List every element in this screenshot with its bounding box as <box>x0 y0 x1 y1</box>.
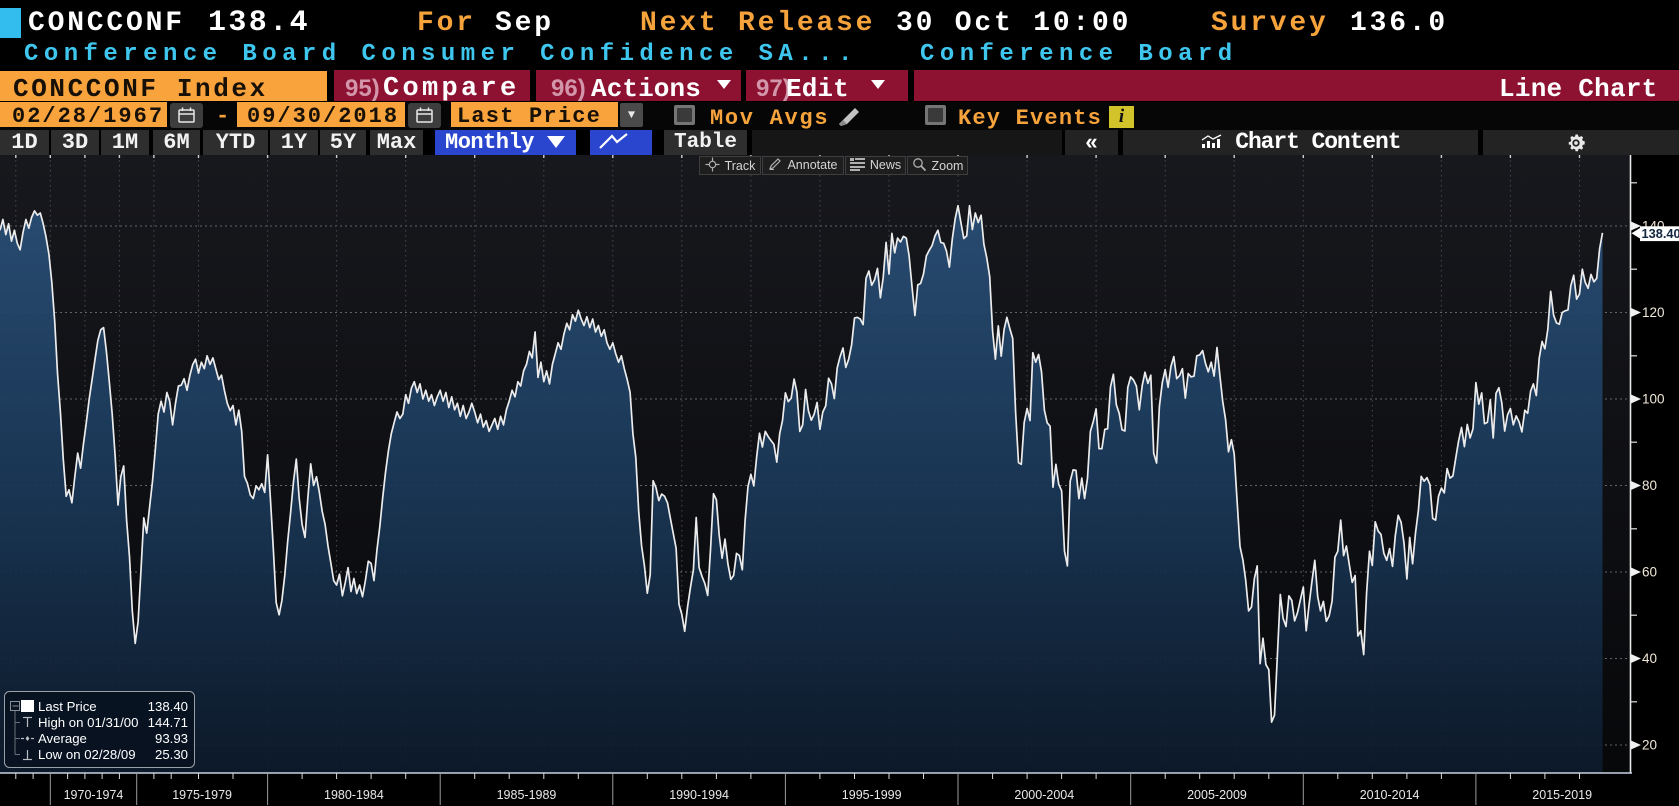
svg-text:Low on 02/28/09: Low on 02/28/09 <box>38 747 136 762</box>
svg-text:2010-2014: 2010-2014 <box>1360 788 1420 802</box>
svg-text:1980-1984: 1980-1984 <box>324 788 384 802</box>
svg-text:93.93: 93.93 <box>155 731 188 746</box>
svg-text:2005-2009: 2005-2009 <box>1187 788 1247 802</box>
svg-text:20: 20 <box>1642 738 1657 753</box>
svg-text:60: 60 <box>1642 565 1657 580</box>
svg-text:2015-2019: 2015-2019 <box>1532 788 1592 802</box>
svg-text:120: 120 <box>1642 305 1665 320</box>
svg-text:100: 100 <box>1642 392 1665 407</box>
svg-text:40: 40 <box>1642 651 1657 666</box>
svg-text:Average: Average <box>38 731 87 746</box>
svg-text:138.40: 138.40 <box>1642 226 1679 241</box>
svg-text:144.71: 144.71 <box>148 715 188 730</box>
svg-text:Last Price: Last Price <box>38 699 97 714</box>
svg-text:1995-1999: 1995-1999 <box>842 788 902 802</box>
svg-text:2000-2004: 2000-2004 <box>1014 788 1074 802</box>
svg-text:1970-1974: 1970-1974 <box>64 788 124 802</box>
svg-text:138.40: 138.40 <box>148 699 188 714</box>
svg-text:High on 01/31/00: High on 01/31/00 <box>38 715 138 730</box>
svg-text:25.30: 25.30 <box>155 747 188 762</box>
svg-text:80: 80 <box>1642 478 1657 493</box>
svg-text:1975-1979: 1975-1979 <box>172 788 232 802</box>
svg-text:1985-1989: 1985-1989 <box>497 788 557 802</box>
svg-text:1990-1994: 1990-1994 <box>669 788 729 802</box>
